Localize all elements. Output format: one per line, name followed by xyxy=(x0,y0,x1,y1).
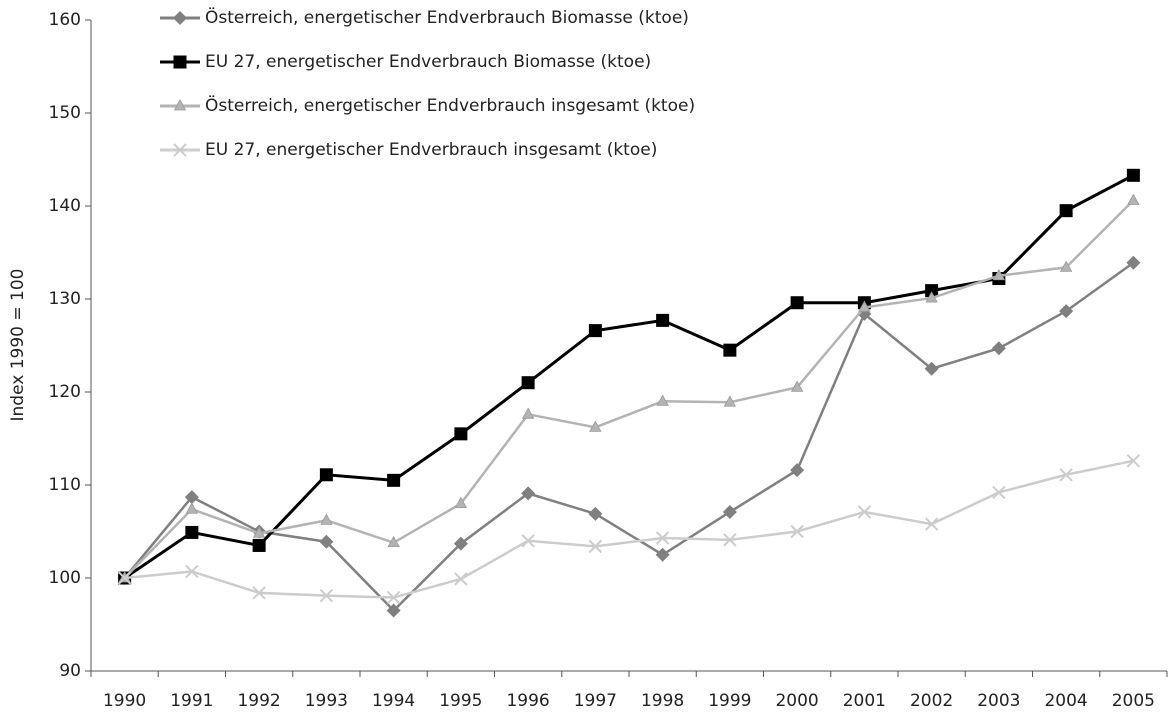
marker xyxy=(858,300,871,312)
x-tick-label: 1994 xyxy=(372,691,415,711)
marker xyxy=(925,284,939,298)
legend-label: Österreich, energetischer Endverbrauch i… xyxy=(205,94,695,116)
x-tick-label: 1991 xyxy=(170,691,213,711)
marker xyxy=(319,588,334,603)
x-tick-label: 1996 xyxy=(506,691,549,711)
marker xyxy=(790,524,804,539)
marker xyxy=(588,539,603,554)
marker xyxy=(1059,304,1074,319)
x-tick-label: 2004 xyxy=(1044,691,1087,711)
marker xyxy=(723,395,737,407)
marker xyxy=(790,463,805,478)
marker xyxy=(252,538,266,552)
x-tick-label: 1997 xyxy=(574,691,617,711)
marker xyxy=(924,517,939,531)
marker xyxy=(992,485,1006,500)
marker xyxy=(722,504,737,519)
marker xyxy=(656,394,669,406)
marker xyxy=(454,496,468,509)
marker xyxy=(857,505,872,519)
marker xyxy=(386,590,401,605)
marker xyxy=(790,296,804,310)
series-line xyxy=(123,261,1135,613)
marker xyxy=(656,313,670,327)
x-tick-label: 2000 xyxy=(775,691,818,711)
marker xyxy=(117,571,132,585)
marker xyxy=(319,468,333,482)
marker xyxy=(173,99,187,111)
marker xyxy=(1127,193,1140,205)
legend-label: EU 27, energetischer Endverbrauch insges… xyxy=(205,140,657,160)
x-tick-label: 1995 xyxy=(439,691,482,711)
marker xyxy=(1126,255,1141,270)
x-tick-label: 2002 xyxy=(910,691,953,711)
marker xyxy=(173,143,187,157)
y-tick-label: 120 xyxy=(49,382,81,402)
legend-label: EU 27, energetischer Endverbrauch Biomas… xyxy=(205,52,651,72)
marker xyxy=(387,473,401,487)
marker xyxy=(521,534,535,548)
marker xyxy=(588,506,603,521)
y-tick-label: 100 xyxy=(49,568,81,588)
marker xyxy=(1126,168,1140,182)
marker xyxy=(185,502,199,514)
marker xyxy=(173,55,187,69)
marker xyxy=(454,572,468,586)
legend-label: Österreich, energetischer Endverbrauch B… xyxy=(205,6,689,28)
series-line xyxy=(123,199,1135,579)
marker xyxy=(454,427,468,441)
marker xyxy=(1059,204,1073,218)
marker xyxy=(1126,454,1141,468)
marker xyxy=(185,525,199,539)
marker xyxy=(655,531,670,545)
x-tick-label: 1998 xyxy=(641,691,684,711)
y-tick-label: 130 xyxy=(49,289,81,309)
marker xyxy=(387,535,400,548)
marker xyxy=(319,534,334,549)
marker xyxy=(252,586,266,600)
marker xyxy=(521,376,535,390)
x-tick-label: 2005 xyxy=(1112,691,1155,711)
marker xyxy=(925,291,938,303)
marker xyxy=(723,343,737,357)
marker xyxy=(453,536,468,551)
x-tick-label: 1999 xyxy=(708,691,751,711)
y-tick-label: 140 xyxy=(49,196,81,216)
marker xyxy=(252,526,266,538)
y-tick-label: 90 xyxy=(59,661,81,681)
marker xyxy=(320,513,333,525)
marker xyxy=(185,564,199,579)
marker xyxy=(1059,260,1073,272)
x-tick-label: 1992 xyxy=(237,691,280,711)
series-line xyxy=(124,459,1134,599)
marker xyxy=(173,11,187,25)
marker xyxy=(655,547,670,562)
marker xyxy=(991,341,1006,356)
marker xyxy=(386,603,401,618)
marker xyxy=(184,490,199,505)
marker xyxy=(521,486,536,501)
x-tick-label: 1993 xyxy=(305,691,348,711)
y-tick-label: 160 xyxy=(49,10,81,30)
marker xyxy=(992,268,1006,281)
marker xyxy=(924,361,939,376)
y-tick-label: 150 xyxy=(49,103,81,123)
marker xyxy=(521,407,535,419)
x-tick-label: 2003 xyxy=(977,691,1020,711)
marker xyxy=(723,533,737,547)
marker xyxy=(588,324,602,338)
marker xyxy=(1059,468,1073,482)
y-axis-label: Index 1990 = 100 xyxy=(8,269,28,422)
x-tick-label: 1990 xyxy=(103,691,146,711)
series-line xyxy=(123,173,1135,580)
marker xyxy=(589,420,602,432)
x-tick-label: 2001 xyxy=(843,691,886,711)
marker xyxy=(790,380,804,392)
y-tick-label: 110 xyxy=(49,475,81,495)
